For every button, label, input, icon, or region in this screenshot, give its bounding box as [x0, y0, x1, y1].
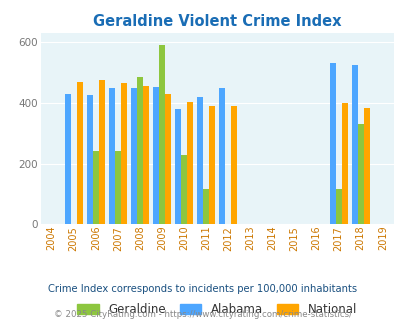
Bar — [98, 80, 104, 224]
Legend: Geraldine, Alabama, National: Geraldine, Alabama, National — [77, 303, 356, 316]
Text: © 2025 CityRating.com - https://www.cityrating.com/crime-statistics/: © 2025 CityRating.com - https://www.city… — [54, 310, 351, 319]
Bar — [87, 95, 93, 224]
Bar — [231, 106, 237, 224]
Bar — [202, 189, 209, 224]
Bar — [65, 94, 70, 224]
Bar — [363, 108, 369, 224]
Bar — [153, 87, 159, 224]
Bar — [159, 45, 164, 224]
Bar — [209, 106, 215, 224]
Bar — [131, 88, 136, 224]
Bar — [164, 94, 171, 224]
Title: Geraldine Violent Crime Index: Geraldine Violent Crime Index — [93, 14, 341, 29]
Bar — [136, 77, 143, 224]
Bar — [143, 86, 149, 224]
Bar — [357, 124, 363, 224]
Bar — [115, 151, 121, 224]
Text: Crime Index corresponds to incidents per 100,000 inhabitants: Crime Index corresponds to incidents per… — [48, 284, 357, 294]
Bar — [351, 65, 357, 224]
Bar — [197, 97, 202, 224]
Bar — [175, 109, 181, 224]
Bar — [329, 63, 335, 224]
Bar — [77, 82, 83, 224]
Bar — [187, 102, 192, 224]
Bar — [181, 154, 187, 224]
Bar — [93, 151, 98, 224]
Bar — [341, 104, 347, 224]
Bar — [335, 189, 341, 224]
Bar — [109, 88, 115, 224]
Bar — [219, 88, 225, 224]
Bar — [121, 83, 126, 224]
